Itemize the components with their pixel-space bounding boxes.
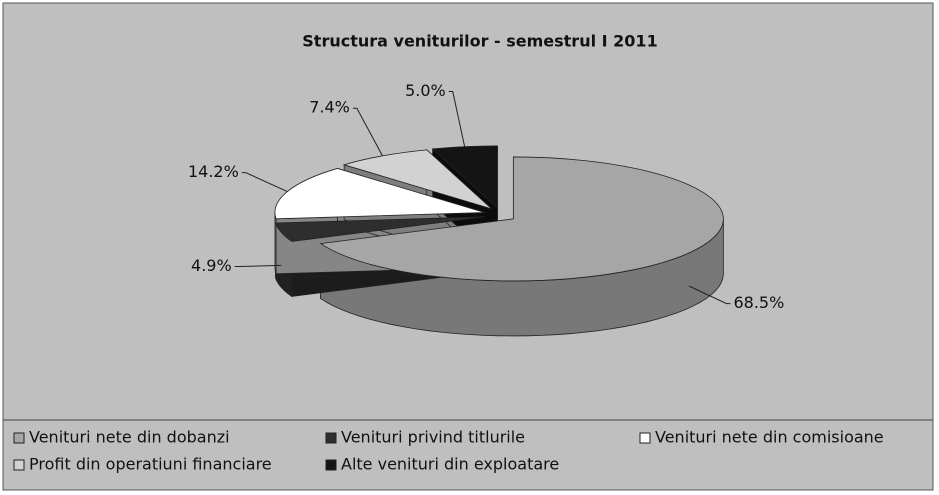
leader-line — [352, 107, 383, 157]
chart-title: Structura veniturilor - semestrul I 2011 — [302, 32, 657, 51]
leader-line — [688, 285, 731, 305]
legend-label: Alte venituri din exploatare — [341, 455, 559, 474]
legend-swatch — [325, 432, 337, 444]
leader-line — [241, 172, 288, 193]
data-label: 68.5% — [733, 293, 784, 312]
slice — [319, 156, 724, 282]
legend-swatch — [13, 432, 25, 444]
legend-swatch — [639, 432, 651, 444]
data-label: 5.0% — [405, 81, 446, 100]
leader-line — [234, 264, 282, 267]
slice — [275, 216, 485, 242]
slice — [342, 149, 492, 210]
slice — [431, 145, 498, 209]
slice-side — [274, 212, 277, 274]
legend-label: Venituri privind titlurile — [341, 428, 525, 447]
legend-label: Profit din operatiuni financiare — [29, 455, 272, 474]
legend-swatch — [13, 459, 25, 471]
leader-line — [448, 91, 466, 147]
legend-label: Venituri nete din comisioane — [655, 428, 884, 447]
legend-swatch — [325, 459, 337, 471]
data-label: 4.9% — [191, 256, 232, 275]
data-label: 14.2% — [188, 162, 239, 181]
legend-label: Venituri nete din dobanzi — [29, 428, 230, 447]
data-label: 7.4% — [309, 98, 350, 117]
